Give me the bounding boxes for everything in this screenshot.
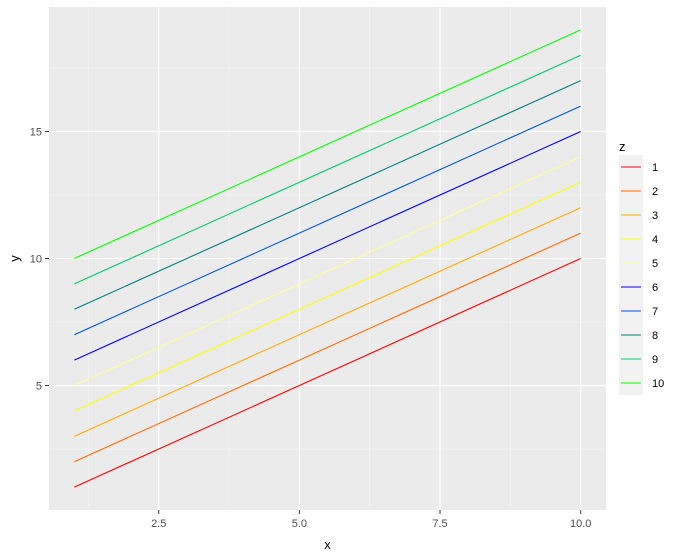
series-line-2 <box>74 232 581 463</box>
series-line-8 <box>74 80 581 310</box>
legend-item: 5 <box>619 251 658 275</box>
series-line-6 <box>74 130 581 361</box>
y-tick-label: 10 <box>30 254 42 266</box>
legend-item: 4 <box>619 227 658 251</box>
x-tick-label: 5.0 <box>292 518 307 530</box>
legend-item: 2 <box>619 179 658 203</box>
legend-label: 10 <box>652 378 664 390</box>
legend-label: 8 <box>652 330 658 342</box>
legend-item: 7 <box>619 299 658 323</box>
legend-label: 6 <box>652 282 658 294</box>
legend-item: 1 <box>619 155 658 179</box>
legend-item: 8 <box>619 323 658 347</box>
legend-label: 7 <box>652 306 658 318</box>
legend-item: 9 <box>619 347 658 371</box>
series-line-10 <box>74 29 581 260</box>
series-line-5 <box>74 156 581 387</box>
y-axis: 5 10 15 <box>30 126 49 393</box>
series-line-7 <box>74 105 581 336</box>
legend-label: 5 <box>652 258 658 270</box>
legend-label: 3 <box>652 210 658 222</box>
legend-label: 4 <box>652 234 658 246</box>
x-axis: 2.5 5.0 7.5 10.0 <box>151 510 591 530</box>
y-tick-label: 5 <box>36 381 42 393</box>
x-axis-title: x <box>324 537 331 552</box>
series-line-9 <box>74 54 581 285</box>
legend-label: 1 <box>652 162 658 174</box>
y-tick-label: 15 <box>30 126 42 138</box>
legend-label: 2 <box>652 186 658 198</box>
series-line-1 <box>74 257 581 488</box>
x-tick-label: 10.0 <box>570 518 591 530</box>
series-lines <box>74 29 581 488</box>
x-tick-label: 2.5 <box>151 518 166 530</box>
y-axis-title: y <box>7 255 22 262</box>
legend: z 1 2 3 4 5 6 7 8 9 10 <box>619 139 664 395</box>
series-line-4 <box>74 181 581 412</box>
x-tick-label: 7.5 <box>432 518 447 530</box>
legend-label: 9 <box>652 354 658 366</box>
legend-item: 3 <box>619 203 658 227</box>
legend-item: 6 <box>619 275 658 299</box>
legend-title: z <box>619 139 626 154</box>
series-line-3 <box>74 207 581 437</box>
legend-item: 10 <box>619 371 664 395</box>
